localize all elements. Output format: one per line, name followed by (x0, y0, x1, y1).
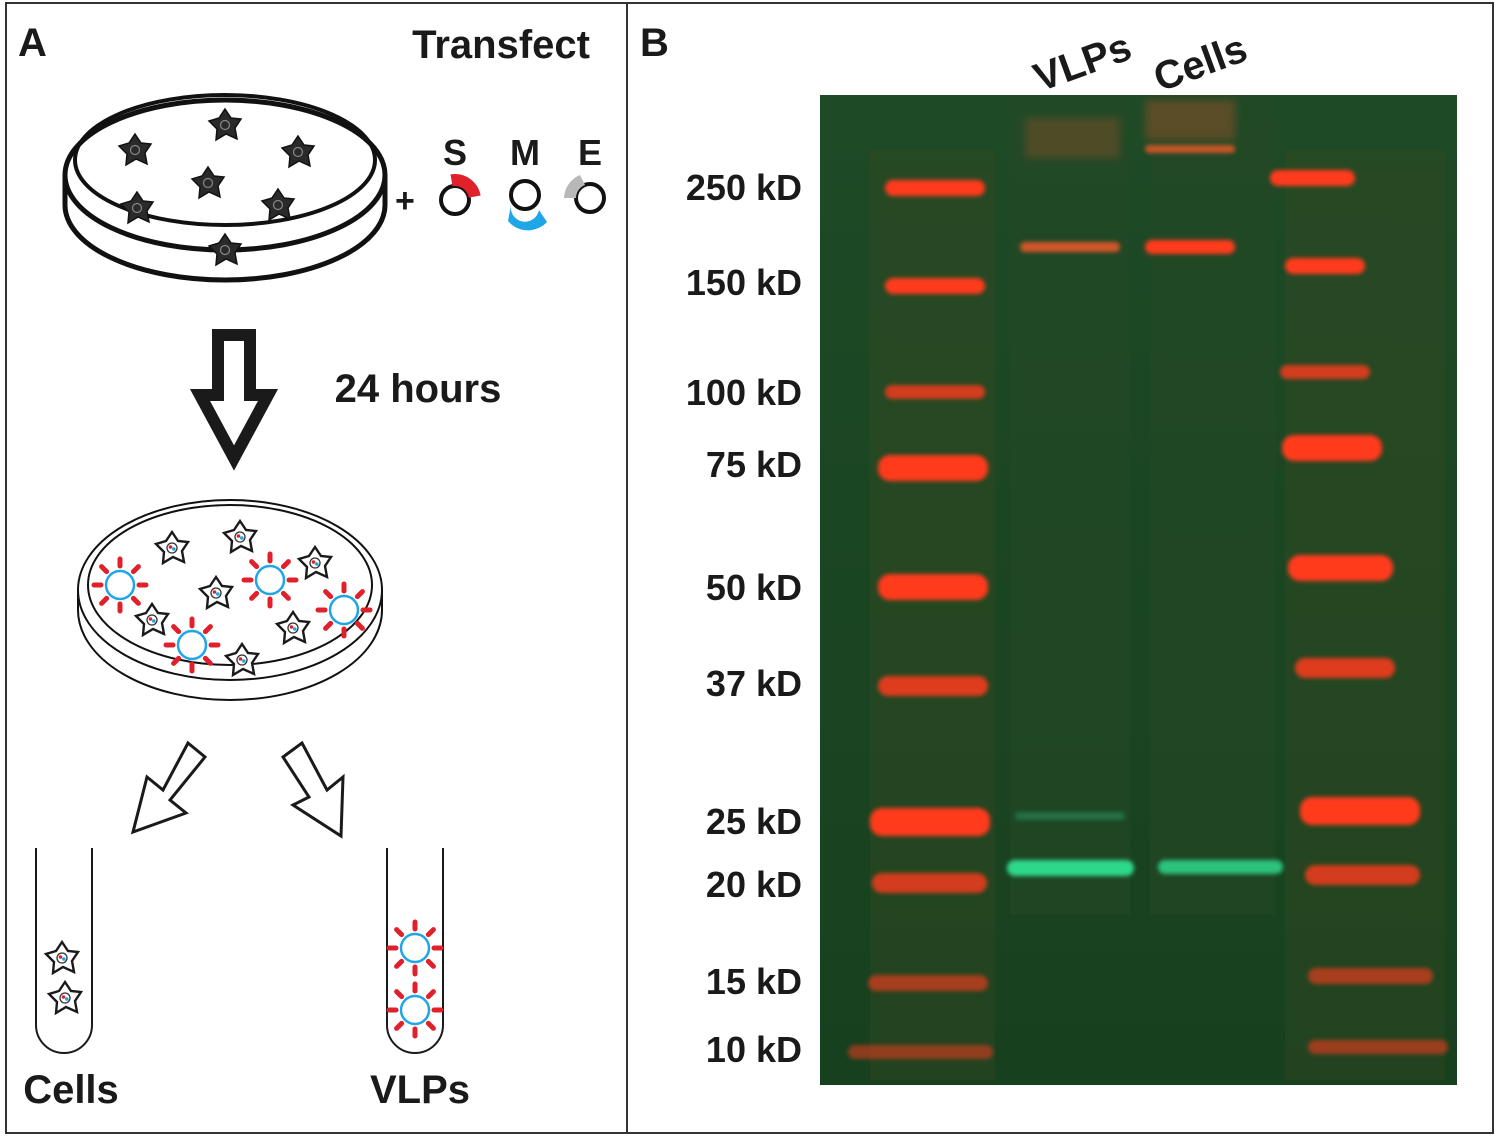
marker-label-50: 50 kD (706, 567, 802, 608)
plasmid-e-ring (574, 182, 606, 214)
figure-border (5, 2, 1494, 1134)
time-label: 24 hours (335, 367, 502, 411)
plasmid-m-label: M (510, 132, 540, 173)
plasmid-s-insert (450, 174, 481, 198)
plasmid-m-ring (509, 179, 541, 211)
ladder-right (1270, 170, 1448, 1054)
tube-cells-label: Cells (23, 1068, 119, 1112)
tube-vlps (386, 848, 444, 1054)
right-arrow-icon (280, 740, 345, 839)
tube-vlps-label: VLPs (370, 1068, 470, 1112)
left-arrow-icon (130, 740, 208, 835)
marker-label-100: 100 kD (686, 372, 802, 413)
vlp-icon (389, 984, 441, 1036)
marker-label-75: 75 kD (706, 444, 802, 485)
marker-label-37: 37 kD (706, 663, 802, 704)
transfect-label: Transfect (412, 23, 590, 67)
petri-dish-top (62, 93, 388, 283)
vlp-icon (94, 559, 146, 611)
panel-a: A Transfect + S M E (18, 21, 606, 1112)
plasmid-s-ring (439, 184, 471, 216)
vlp-icon (244, 554, 296, 606)
plus-sign: + (395, 182, 415, 220)
marker-labels: 250 kD 150 kD 100 kD 75 kD 50 kD 37 kD 2… (686, 167, 802, 1070)
marker-label-20: 20 kD (706, 864, 802, 905)
western-blot-gel (820, 95, 1457, 1085)
vlp-icon (318, 584, 370, 636)
panel-b-letter: B (640, 21, 669, 65)
panel-b: B VLPs Cells 250 kD 150 kD 100 kD 75 kD … (640, 21, 1457, 1085)
plasmid-s-label: S (443, 132, 467, 173)
petri-dish-bottom (77, 499, 383, 701)
marker-label-10: 10 kD (706, 1029, 802, 1070)
lane-vlps-bands (1007, 118, 1134, 876)
marker-label-250: 250 kD (686, 167, 802, 208)
marker-label-150: 150 kD (686, 262, 802, 303)
down-arrow-icon (189, 329, 279, 471)
vlp-icon (389, 922, 441, 974)
panel-a-letter: A (18, 21, 47, 65)
plasmid-group: + S M E (395, 132, 606, 231)
marker-label-25: 25 kD (706, 801, 802, 842)
lane-label-vlps: VLPs (1028, 25, 1137, 101)
plasmid-m-insert (508, 205, 547, 231)
lane-label-cells: Cells (1148, 26, 1253, 100)
vlp-icon (166, 619, 218, 671)
marker-label-15: 15 kD (706, 961, 802, 1002)
tube-cells (35, 848, 93, 1054)
plasmid-e-insert (564, 175, 585, 198)
plasmid-e-label: E (578, 132, 602, 173)
lane-cells-bands (1145, 100, 1283, 874)
ladder-left (848, 180, 993, 1059)
